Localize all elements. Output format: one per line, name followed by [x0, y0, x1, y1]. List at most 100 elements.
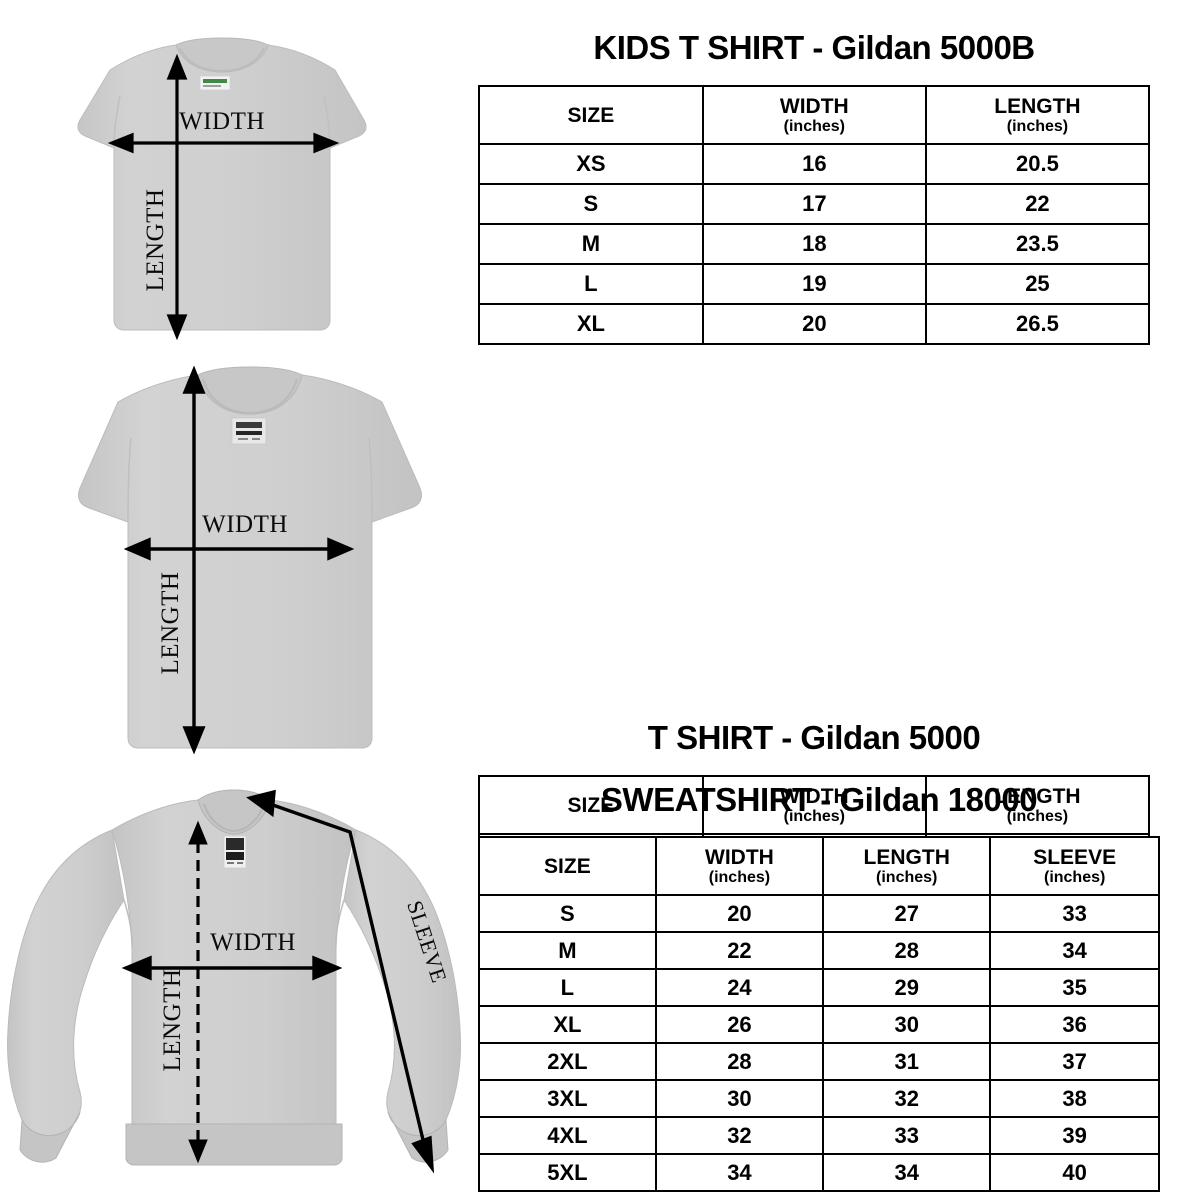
table-row: S 20 27 33	[478, 894, 1160, 933]
cell-value: 24	[654, 968, 825, 1007]
length-arrow	[166, 53, 188, 341]
cell-value: 23.5	[924, 223, 1151, 265]
cell-size: M	[478, 223, 704, 265]
cell-size: M	[478, 931, 657, 970]
header-width: WIDTH (inches)	[701, 775, 927, 835]
header-sleeve: SLEEVE (inches)	[989, 836, 1160, 896]
table-row: 2XL 28 31 37	[478, 1042, 1160, 1081]
width-arrow	[121, 955, 343, 981]
cell-value: 27	[822, 894, 992, 933]
sweatshirt-chart-title: SWEATSHIRT - Gildan 18000	[600, 781, 1038, 818]
cell-value: 29	[822, 968, 992, 1007]
cell-value: 35	[989, 968, 1160, 1007]
cell-value: 32	[654, 1116, 825, 1155]
cell-size: XL	[478, 303, 704, 345]
width-arrow	[123, 537, 355, 561]
cell-value: 26.5	[924, 303, 1151, 345]
header-size: SIZE	[478, 85, 704, 145]
cell-value: 31	[822, 1042, 992, 1081]
adult-t-shirt-illustration: WIDTH LENGTH	[0, 360, 460, 772]
cell-value: 20	[701, 303, 927, 345]
cell-value: 39	[989, 1116, 1160, 1155]
table-row: L 24 29 35	[478, 968, 1160, 1007]
table-row: XS 16 20.5	[478, 143, 1151, 185]
table-row: 5XL 34 34 40	[478, 1153, 1160, 1192]
table-row: 3XL 30 32 38	[478, 1079, 1160, 1118]
cell-size: 2XL	[478, 1042, 657, 1081]
cell-value: 28	[654, 1042, 825, 1081]
cell-size: L	[478, 263, 704, 305]
cell-size: XS	[478, 143, 704, 185]
cell-value: 26	[654, 1005, 825, 1044]
section-t-shirt: WIDTH LENGTH T SHIRT - Gildan 5000 SIZE	[0, 360, 1200, 1131]
cell-value: 19	[701, 263, 927, 305]
cell-value: 36	[989, 1005, 1160, 1044]
cell-value: 20.5	[924, 143, 1151, 185]
table-header-row: SIZE WIDTH (inches) LENGTH (inches) SLEE…	[478, 836, 1160, 896]
table-row: XL 20 26.5	[478, 303, 1151, 345]
cell-value: 28	[822, 931, 992, 970]
table-header-row: SIZE WIDTH (inches) LENGTH (inches)	[478, 85, 1151, 145]
sweat-length-label: LENGTH	[159, 969, 186, 1072]
cell-size: S	[478, 183, 704, 225]
header-width: WIDTH (inches)	[701, 85, 927, 145]
header-width: WIDTH (inches)	[654, 836, 825, 896]
cell-size: 5XL	[478, 1153, 657, 1192]
cell-value: 18	[701, 223, 927, 265]
sweatshirt-table-area: SWEATSHIRT - Gildan 18000 SIZE WIDTH (in…	[478, 780, 1160, 1192]
cell-value: 32	[822, 1079, 992, 1118]
header-length: LENGTH (inches)	[822, 836, 992, 896]
tshirt-width-label: WIDTH	[202, 511, 288, 538]
kids-width-label: WIDTH	[179, 108, 265, 135]
table-row: M 18 23.5	[478, 223, 1151, 265]
cell-value: 34	[989, 931, 1160, 970]
section-kids-t-shirt: WIDTH LENGTH KIDS T SHIRT - Gildan 5000B…	[0, 0, 1200, 360]
cell-size: XL	[478, 1005, 657, 1044]
header-length: LENGTH (inches)	[924, 775, 1151, 835]
cell-value: 20	[654, 894, 825, 933]
header-size: SIZE	[478, 775, 704, 835]
table-row: XL 26 30 36	[478, 1005, 1160, 1044]
table-row: M 22 28 34	[478, 931, 1160, 970]
table-row: L 19 25	[478, 263, 1151, 305]
length-arrow	[182, 365, 206, 755]
length-arrow	[188, 820, 208, 1164]
header-size: SIZE	[478, 836, 657, 896]
tshirt-length-label: LENGTH	[157, 572, 184, 675]
sweatshirt-size-table: SIZE WIDTH (inches) LENGTH (inches) SLEE…	[478, 836, 1160, 1192]
sleeve-arrow	[246, 789, 435, 1174]
table-row: S 17 22	[478, 183, 1151, 225]
table-header-row: SIZE WIDTH (inches) LENGTH (inches)	[478, 775, 1151, 835]
cell-size: 3XL	[478, 1079, 657, 1118]
cell-value: 40	[989, 1153, 1160, 1192]
cell-value: 17	[701, 183, 927, 225]
kids-t-shirt-illustration: WIDTH LENGTH	[0, 0, 440, 360]
kids-size-table: SIZE WIDTH (inches) LENGTH (inches) XS 16…	[478, 85, 1151, 345]
header-length: LENGTH (inches)	[924, 85, 1151, 145]
kids-chart-title: KIDS T SHIRT - Gildan 5000B	[593, 29, 1035, 66]
tshirt-chart-title: T SHIRT - Gildan 5000	[647, 719, 981, 756]
cell-value: 34	[654, 1153, 825, 1192]
cell-value: 38	[989, 1079, 1160, 1118]
cell-size: S	[478, 894, 657, 933]
cell-size: L	[478, 968, 657, 1007]
cell-value: 33	[822, 1116, 992, 1155]
cell-value: 22	[654, 931, 825, 970]
sweatshirt-illustration: WIDTH LENGTH SLEEVE	[0, 772, 470, 1200]
cell-value: 22	[924, 183, 1151, 225]
cell-value: 34	[822, 1153, 992, 1192]
cell-size: 4XL	[478, 1116, 657, 1155]
cell-value: 16	[701, 143, 927, 185]
cell-value: 33	[989, 894, 1160, 933]
kids-length-label: LENGTH	[142, 189, 169, 292]
sweat-width-label: WIDTH	[210, 929, 296, 956]
table-row: 4XL 32 33 39	[478, 1116, 1160, 1155]
cell-value: 25	[924, 263, 1151, 305]
cell-value: 30	[822, 1005, 992, 1044]
cell-value: 37	[989, 1042, 1160, 1081]
section-sweatshirt: WIDTH LENGTH SLEEVE SWEATSHIRT - Gilda	[0, 772, 1200, 1200]
width-arrow	[107, 132, 340, 154]
cell-value: 30	[654, 1079, 825, 1118]
kids-table-area: KIDS T SHIRT - Gildan 5000B SIZE WIDTH (…	[478, 28, 1151, 345]
